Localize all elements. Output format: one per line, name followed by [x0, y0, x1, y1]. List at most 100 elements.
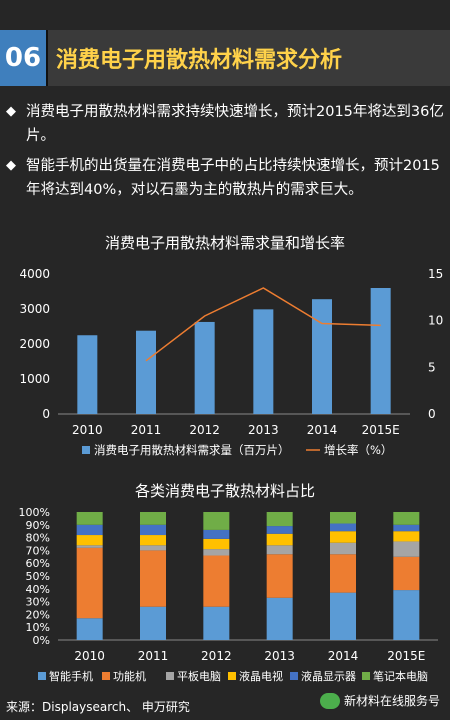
diamond-icon: ◆: [6, 158, 16, 173]
demand-bar: [136, 330, 156, 414]
stack-segment: [266, 545, 293, 555]
stack-segment: [330, 512, 356, 524]
x-tick-label: 2015E: [362, 423, 400, 437]
x-tick-label: 2014: [328, 649, 359, 663]
stack-segment: [203, 555, 230, 607]
stack-segment: [330, 523, 356, 532]
stack-segment: [393, 531, 420, 542]
y-tick-label: 40%: [26, 583, 50, 596]
source-note: 来源：Displaysearch、 申万研究: [6, 700, 190, 714]
stack-segment: [393, 524, 420, 532]
stack-segment: [140, 606, 166, 640]
legend-label: 功能机: [113, 669, 146, 683]
y-tick-label: 2000: [19, 337, 50, 351]
x-tick-label: 2010: [72, 423, 103, 437]
y2-tick-label: 5: [428, 360, 436, 374]
stack-segment: [140, 545, 166, 551]
legend-label: 消费电子用散热材料需求量（百万片）: [94, 443, 290, 457]
stack-segment: [203, 549, 230, 556]
stack-segment: [266, 554, 293, 598]
bullet-item: ◆ 消费电子用散热材料需求持续快速增长，预计2015年将达到36亿片。: [6, 100, 446, 148]
stack-segment: [76, 535, 103, 546]
x-tick-label: 2010: [74, 649, 105, 663]
y-tick-label: 50%: [26, 570, 50, 583]
legend-label: 液晶显示器: [301, 669, 356, 683]
y-tick-label: 30%: [26, 596, 50, 609]
stack-segment: [203, 606, 230, 640]
x-tick-label: 2012: [189, 423, 220, 437]
wechat-icon: [319, 692, 340, 709]
legend-swatch: [38, 672, 46, 680]
stack-segment: [140, 550, 166, 607]
chart1-title: 消费电子用散热材料需求量和增长率: [104, 234, 345, 252]
watermark: 新材料在线服务号: [319, 692, 440, 709]
x-tick-label: 2013: [248, 423, 279, 437]
y-tick-label: 20%: [26, 608, 50, 621]
y-tick-label: 10%: [26, 621, 50, 634]
legend-swatch: [290, 672, 298, 680]
x-tick-label: 2013: [264, 649, 295, 663]
x-tick-label: 2011: [131, 423, 162, 437]
y-tick-label: 90%: [26, 519, 50, 532]
stack-segment: [203, 512, 230, 530]
stack-segment: [330, 531, 356, 543]
growth-rate-line: [145, 287, 381, 362]
bullet-list: ◆ 消费电子用散热材料需求持续快速增长，预计2015年将达到36亿片。 ◆ 智能…: [6, 100, 446, 208]
stack-segment: [76, 512, 103, 525]
bullet-item: ◆ 智能手机的出货量在消费电子中的占比持续快速增长，预计2015年将达到40%，…: [6, 154, 446, 202]
y2-tick-label: 10: [428, 314, 443, 328]
stack-segment: [266, 512, 293, 527]
stack-segment: [330, 592, 356, 640]
y-tick-label: 1000: [19, 372, 50, 386]
y-tick-label: 80%: [26, 532, 50, 545]
bullet-text: 消费电子用散热材料需求持续快速增长，预计2015年将达到36亿片。: [26, 104, 444, 144]
stack-segment: [76, 547, 103, 619]
legend-swatch: [362, 672, 370, 680]
y-tick-label: 70%: [26, 544, 50, 557]
y-tick-label: 3000: [19, 302, 50, 316]
header: 06 消费电子用散热材料需求分析: [0, 30, 450, 86]
legend-swatch: [228, 672, 236, 680]
stack-segment: [76, 618, 103, 640]
demand-bar: [194, 321, 215, 414]
legend-label: 液晶电视: [239, 669, 283, 683]
demand-bar: [77, 335, 98, 414]
stack-segment: [266, 597, 293, 640]
x-tick-label: 2011: [138, 649, 169, 663]
demand-bar: [312, 299, 332, 414]
stack-segment: [266, 526, 293, 534]
y-tick-label: 4000: [19, 267, 50, 281]
stack-segment: [76, 524, 103, 536]
page-title: 消费电子用散热材料需求分析: [48, 30, 450, 86]
stack-segment: [330, 554, 356, 593]
stack-segment: [393, 541, 420, 557]
legend-swatch: [166, 672, 174, 680]
stack-segment: [393, 590, 420, 640]
diamond-icon: ◆: [6, 104, 16, 119]
demand-bar: [253, 309, 274, 414]
watermark-text: 新材料在线服务号: [343, 694, 440, 708]
y-tick-label: 100%: [19, 506, 50, 519]
share-stacked-chart: 0%10%20%30%40%50%60%70%80%90%100% 2010 201…: [19, 506, 438, 683]
stack-segment: [330, 542, 356, 555]
y-tick-label: 60%: [26, 557, 50, 570]
stack-segment: [203, 538, 230, 550]
stack-segment: [140, 535, 166, 546]
legend-swatch: [102, 672, 110, 680]
stack-segment: [140, 512, 166, 525]
demand-bar: [370, 288, 391, 414]
legend-label: 平板电脑: [177, 669, 221, 683]
demand-growth-chart: 0 1000 2000 3000 4000 0 5 10 15 2010 2011 2012 2013 2…: [19, 267, 443, 457]
chart2-title: 各类消费电子散热材料占比: [134, 482, 315, 500]
legend-label: 智能手机: [49, 669, 93, 683]
stack-segment: [203, 529, 230, 539]
stack-segment: [393, 556, 420, 591]
stack-segment: [140, 524, 166, 536]
x-tick-label: 2014: [307, 423, 338, 437]
y2-tick-label: 15: [428, 267, 443, 281]
x-tick-label: 2012: [201, 649, 232, 663]
y-tick-label: 0%: [33, 634, 50, 647]
legend-label: 增长率（%）: [324, 443, 392, 457]
y-tick-label: 0: [42, 407, 50, 421]
stack-segment: [393, 512, 420, 525]
